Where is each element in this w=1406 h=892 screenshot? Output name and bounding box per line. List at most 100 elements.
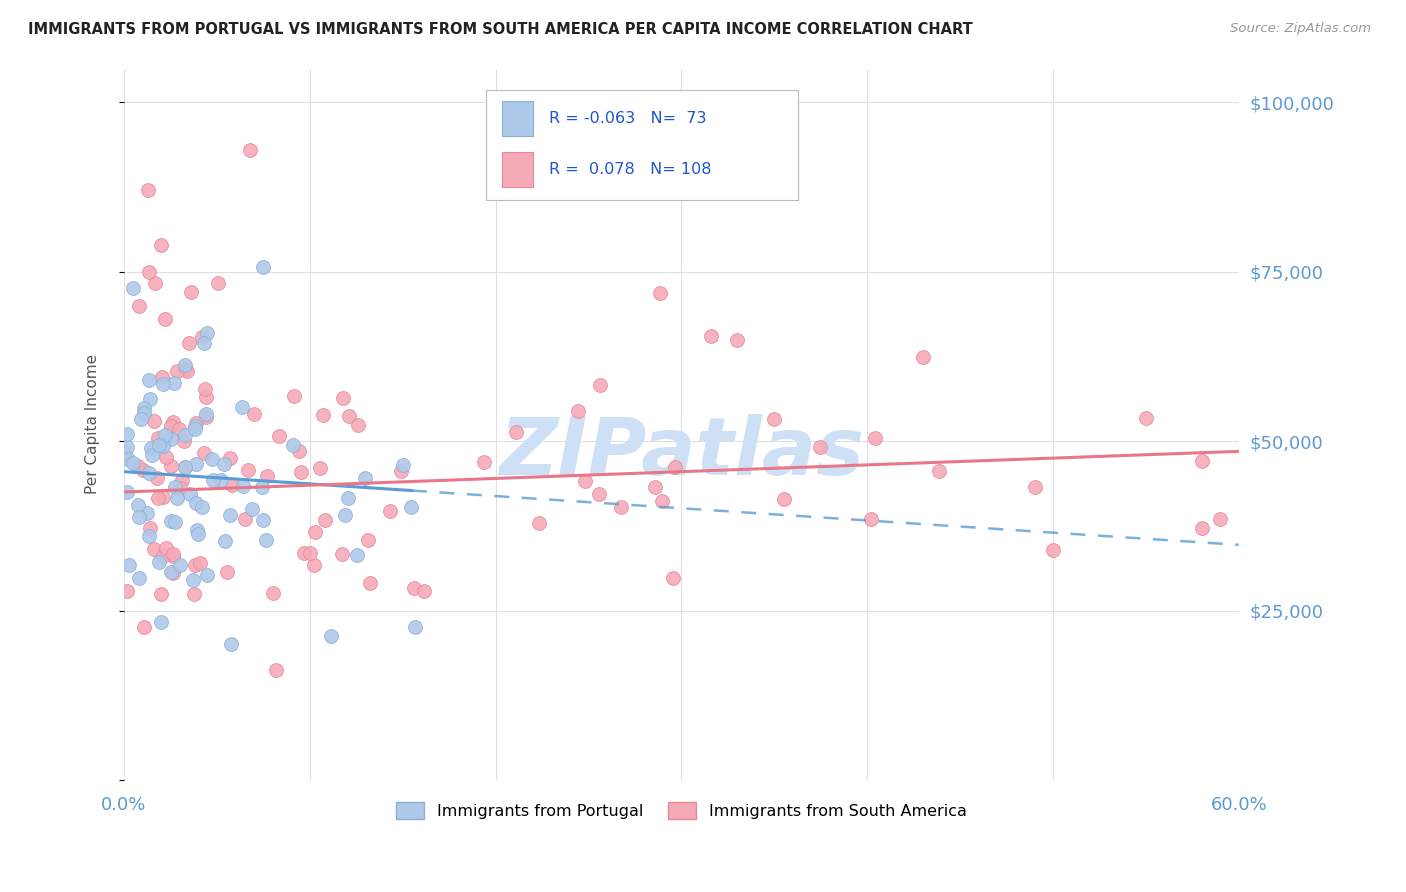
Point bbox=[114, 447, 136, 461]
Point bbox=[304, 524, 326, 539]
Point bbox=[239, 143, 262, 157]
Text: Source: ZipAtlas.com: Source: ZipAtlas.com bbox=[1230, 22, 1371, 36]
Point bbox=[333, 508, 356, 523]
Point bbox=[219, 508, 242, 523]
Point bbox=[150, 615, 173, 629]
Point bbox=[202, 473, 225, 487]
Point bbox=[346, 549, 368, 563]
Point bbox=[262, 585, 284, 599]
Point bbox=[191, 330, 214, 344]
Point bbox=[169, 558, 191, 572]
Point bbox=[132, 463, 155, 477]
Point bbox=[413, 583, 436, 598]
Point bbox=[128, 510, 150, 524]
Point bbox=[243, 407, 266, 421]
Point bbox=[117, 558, 139, 572]
Point bbox=[290, 465, 312, 479]
Point bbox=[160, 419, 183, 434]
Point bbox=[160, 566, 183, 580]
Point bbox=[167, 422, 190, 436]
Point bbox=[644, 480, 666, 494]
Point bbox=[219, 637, 242, 651]
Point bbox=[281, 437, 304, 451]
Point bbox=[159, 432, 181, 446]
Point bbox=[860, 512, 883, 526]
Point bbox=[391, 458, 413, 472]
Point bbox=[152, 490, 174, 504]
Point bbox=[215, 565, 238, 579]
Point bbox=[194, 382, 217, 396]
Point bbox=[122, 456, 145, 470]
Point bbox=[174, 361, 197, 376]
Legend: Immigrants from Portugal, Immigrants from South America: Immigrants from Portugal, Immigrants fro… bbox=[389, 795, 973, 825]
Text: ZIPatlas: ZIPatlas bbox=[499, 414, 863, 491]
Point bbox=[188, 556, 211, 570]
Point bbox=[129, 412, 152, 426]
Point bbox=[160, 514, 183, 528]
Point bbox=[122, 281, 145, 295]
Y-axis label: Per Capita Income: Per Capita Income bbox=[86, 354, 100, 494]
Point bbox=[177, 336, 200, 351]
Point bbox=[191, 500, 214, 515]
Point bbox=[180, 285, 202, 299]
Text: IMMIGRANTS FROM PORTUGAL VS IMMIGRANTS FROM SOUTH AMERICA PER CAPITA INCOME CORR: IMMIGRANTS FROM PORTUGAL VS IMMIGRANTS F… bbox=[28, 22, 973, 37]
Point bbox=[354, 471, 377, 485]
Point bbox=[166, 491, 188, 505]
Point bbox=[150, 237, 173, 252]
Point bbox=[589, 378, 612, 392]
Point bbox=[195, 409, 218, 424]
Point bbox=[115, 485, 138, 500]
Point bbox=[127, 459, 149, 474]
Point bbox=[163, 516, 186, 530]
Point bbox=[148, 438, 170, 452]
Point bbox=[699, 329, 721, 343]
Point bbox=[141, 448, 163, 462]
Point bbox=[193, 446, 215, 460]
Point bbox=[233, 512, 256, 526]
Point bbox=[183, 422, 205, 436]
Point bbox=[179, 486, 201, 500]
Point bbox=[183, 574, 205, 588]
Point bbox=[132, 406, 155, 420]
Point bbox=[1135, 410, 1157, 425]
Point bbox=[201, 452, 224, 467]
Point bbox=[176, 363, 198, 377]
Point bbox=[312, 408, 335, 422]
Point bbox=[209, 473, 232, 487]
Point bbox=[1209, 512, 1232, 526]
Point bbox=[662, 571, 685, 585]
Point bbox=[221, 478, 243, 492]
Point bbox=[588, 487, 610, 501]
Point bbox=[773, 491, 796, 506]
Point bbox=[163, 376, 186, 390]
Point bbox=[314, 513, 336, 527]
Point bbox=[404, 620, 426, 634]
Point bbox=[138, 528, 160, 542]
Point bbox=[138, 265, 160, 279]
Point bbox=[207, 277, 229, 291]
Point bbox=[174, 428, 197, 442]
Point bbox=[115, 584, 138, 599]
Point bbox=[162, 566, 184, 581]
Point bbox=[214, 533, 236, 548]
Point bbox=[166, 364, 188, 378]
Point bbox=[651, 494, 673, 508]
Point bbox=[725, 333, 748, 347]
Point bbox=[143, 277, 166, 291]
Point bbox=[1191, 521, 1213, 535]
Point bbox=[155, 450, 177, 464]
Point bbox=[195, 326, 218, 340]
Point bbox=[170, 473, 193, 487]
Point bbox=[254, 533, 277, 548]
Point bbox=[863, 432, 886, 446]
Point bbox=[928, 463, 950, 477]
Point bbox=[187, 527, 209, 541]
Point bbox=[664, 459, 686, 474]
Point bbox=[150, 587, 173, 601]
Point bbox=[184, 457, 207, 471]
Point bbox=[359, 575, 381, 590]
Point bbox=[763, 412, 786, 426]
Point bbox=[115, 427, 138, 442]
Point bbox=[347, 417, 370, 432]
Point bbox=[155, 541, 177, 555]
